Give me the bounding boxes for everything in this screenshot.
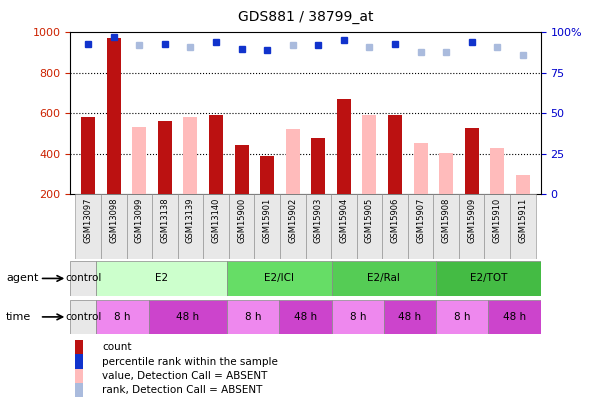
Bar xyxy=(436,300,488,334)
Bar xyxy=(70,300,97,334)
Bar xyxy=(254,194,280,259)
Bar xyxy=(414,143,428,194)
Bar xyxy=(362,115,376,194)
Bar xyxy=(101,194,126,259)
Bar xyxy=(158,122,172,194)
Text: GSM15903: GSM15903 xyxy=(314,198,323,243)
Bar xyxy=(229,194,254,259)
Bar xyxy=(75,369,84,383)
Text: GDS881 / 38799_at: GDS881 / 38799_at xyxy=(238,10,373,24)
Text: 8 h: 8 h xyxy=(114,312,131,322)
Text: 48 h: 48 h xyxy=(294,312,317,322)
Text: count: count xyxy=(102,342,132,352)
Text: GSM15902: GSM15902 xyxy=(288,198,297,243)
Bar xyxy=(331,194,357,259)
Bar xyxy=(227,300,279,334)
Text: GSM15904: GSM15904 xyxy=(339,198,348,243)
Text: E2/Ral: E2/Ral xyxy=(367,273,400,283)
Bar xyxy=(332,261,436,296)
Text: GSM15910: GSM15910 xyxy=(492,198,502,243)
Text: GSM15906: GSM15906 xyxy=(390,198,400,243)
Bar xyxy=(337,99,351,194)
Text: GSM15909: GSM15909 xyxy=(467,198,476,243)
Bar xyxy=(97,261,227,296)
Text: agent: agent xyxy=(6,273,38,283)
Text: E2: E2 xyxy=(155,273,168,283)
Bar xyxy=(75,340,84,354)
Text: E2/ICI: E2/ICI xyxy=(265,273,295,283)
Text: GSM15908: GSM15908 xyxy=(442,198,451,243)
Text: GSM13098: GSM13098 xyxy=(109,198,119,243)
Text: 8 h: 8 h xyxy=(454,312,470,322)
Bar xyxy=(311,138,325,194)
Text: GSM15911: GSM15911 xyxy=(518,198,527,243)
Text: GSM13099: GSM13099 xyxy=(135,198,144,243)
Bar xyxy=(81,117,95,194)
Bar xyxy=(384,300,436,334)
Bar xyxy=(490,148,504,194)
Bar xyxy=(126,194,152,259)
Bar xyxy=(306,194,331,259)
Bar xyxy=(382,194,408,259)
Text: GSM13140: GSM13140 xyxy=(211,198,221,243)
Bar xyxy=(178,194,203,259)
Bar xyxy=(235,145,249,194)
Bar xyxy=(332,300,384,334)
Bar xyxy=(107,38,121,194)
Text: GSM15900: GSM15900 xyxy=(237,198,246,243)
Bar xyxy=(227,261,332,296)
Bar xyxy=(132,126,146,194)
Bar xyxy=(388,115,402,194)
Text: 48 h: 48 h xyxy=(398,312,422,322)
Bar xyxy=(357,194,382,259)
Text: GSM15907: GSM15907 xyxy=(416,198,425,243)
Bar xyxy=(75,194,101,259)
Bar xyxy=(148,300,227,334)
Bar xyxy=(97,300,148,334)
Bar xyxy=(510,194,536,259)
Text: GSM15901: GSM15901 xyxy=(263,198,272,243)
Bar xyxy=(488,300,541,334)
Bar xyxy=(152,194,178,259)
Text: 48 h: 48 h xyxy=(177,312,199,322)
Text: GSM15905: GSM15905 xyxy=(365,198,374,243)
Text: control: control xyxy=(65,312,101,322)
Text: E2/TOT: E2/TOT xyxy=(470,273,507,283)
Text: control: control xyxy=(65,273,101,283)
Bar xyxy=(75,354,84,369)
Bar xyxy=(183,117,197,194)
Bar xyxy=(433,194,459,259)
Bar xyxy=(408,194,433,259)
Bar xyxy=(459,194,485,259)
Bar xyxy=(439,153,453,194)
Text: 8 h: 8 h xyxy=(349,312,366,322)
Text: GSM13138: GSM13138 xyxy=(160,198,169,243)
Bar xyxy=(280,194,306,259)
Text: GSM13139: GSM13139 xyxy=(186,198,195,243)
Text: percentile rank within the sample: percentile rank within the sample xyxy=(102,356,278,367)
Bar xyxy=(485,194,510,259)
Bar xyxy=(203,194,229,259)
Bar xyxy=(516,175,530,194)
Text: 48 h: 48 h xyxy=(503,312,526,322)
Bar xyxy=(75,383,84,397)
Text: value, Detection Call = ABSENT: value, Detection Call = ABSENT xyxy=(102,371,268,381)
Bar xyxy=(70,261,97,296)
Bar xyxy=(436,261,541,296)
Bar xyxy=(286,129,300,194)
Text: 8 h: 8 h xyxy=(245,312,262,322)
Bar xyxy=(260,156,274,194)
Text: rank, Detection Call = ABSENT: rank, Detection Call = ABSENT xyxy=(102,385,263,395)
Text: time: time xyxy=(6,312,31,322)
Text: GSM13097: GSM13097 xyxy=(84,198,93,243)
Bar xyxy=(465,128,479,194)
Bar xyxy=(209,115,223,194)
Bar xyxy=(279,300,332,334)
